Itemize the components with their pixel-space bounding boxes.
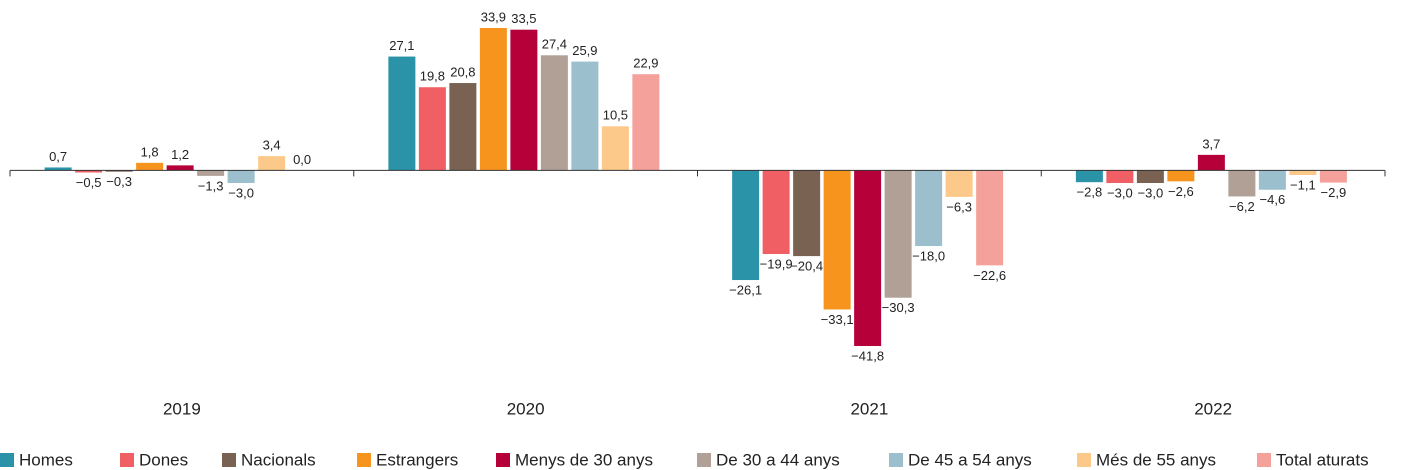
bar xyxy=(1228,170,1256,197)
bar xyxy=(197,170,225,176)
bar xyxy=(75,170,103,173)
value-label: 10,5 xyxy=(603,108,628,123)
bar xyxy=(227,170,255,184)
bar xyxy=(632,74,660,171)
value-label: 27,4 xyxy=(542,37,567,52)
value-label: 27,1 xyxy=(389,38,414,53)
x-tick-label: 2020 xyxy=(507,399,545,418)
bar xyxy=(571,61,599,171)
legend-swatch xyxy=(697,453,711,467)
value-label: −2,8 xyxy=(1077,185,1103,200)
legend-label: Menys de 30 anys xyxy=(515,450,653,469)
bar xyxy=(510,29,538,171)
value-label: 33,5 xyxy=(511,11,536,26)
legend-swatch xyxy=(496,453,510,467)
value-label: 1,8 xyxy=(141,144,159,159)
bar xyxy=(601,126,629,171)
bar xyxy=(449,83,477,171)
legend-label: Homes xyxy=(19,450,73,469)
value-label: −1,1 xyxy=(1290,177,1316,192)
legend-label: Més de 55 anys xyxy=(1096,450,1216,469)
value-label: −6,3 xyxy=(946,199,972,214)
legend-label: Total aturats xyxy=(1276,450,1369,469)
value-label: −33,1 xyxy=(821,312,854,327)
value-label: −0,3 xyxy=(106,174,132,189)
value-label: −20,4 xyxy=(790,259,823,274)
value-label: −19,9 xyxy=(760,256,793,271)
value-label: −26,1 xyxy=(729,282,762,297)
bar xyxy=(540,55,568,171)
value-label: 20,8 xyxy=(450,64,475,79)
value-label: 0,7 xyxy=(49,149,67,164)
value-label: 22,9 xyxy=(633,56,658,71)
value-label: −18,0 xyxy=(912,248,945,263)
bar xyxy=(1106,170,1134,184)
value-label: −22,6 xyxy=(973,268,1006,283)
value-label: −41,8 xyxy=(851,348,884,363)
value-label: 1,2 xyxy=(171,147,189,162)
value-label: 19,8 xyxy=(420,69,445,84)
legend-swatch xyxy=(357,453,371,467)
value-label: 3,7 xyxy=(1202,136,1220,151)
bar xyxy=(105,170,133,172)
value-label: 0,0 xyxy=(293,152,311,167)
bar xyxy=(258,156,286,171)
x-tick-label: 2022 xyxy=(1194,399,1232,418)
value-label: −3,0 xyxy=(1107,185,1133,200)
x-tick-label: 2021 xyxy=(850,399,888,418)
bar xyxy=(136,162,164,171)
bar xyxy=(1289,170,1317,176)
bar xyxy=(915,170,943,247)
bar xyxy=(854,170,882,346)
value-label: 25,9 xyxy=(572,43,597,58)
bar xyxy=(388,56,416,171)
bar xyxy=(884,170,912,298)
legend-swatch xyxy=(0,453,14,467)
bar xyxy=(1167,170,1195,182)
legend-swatch xyxy=(1077,453,1091,467)
value-label: −3,0 xyxy=(228,185,254,200)
value-label: −2,9 xyxy=(1321,185,1347,200)
bar xyxy=(44,167,72,171)
value-label: −4,6 xyxy=(1260,192,1286,207)
value-label: −3,0 xyxy=(1138,185,1164,200)
legend-label: Dones xyxy=(139,450,188,469)
bar xyxy=(732,170,760,281)
x-tick-label: 2019 xyxy=(163,399,201,418)
bar xyxy=(418,87,446,171)
legend-swatch xyxy=(889,453,903,467)
value-label: −1,3 xyxy=(198,178,224,193)
value-label: 3,4 xyxy=(263,138,281,153)
bar xyxy=(1258,170,1286,190)
value-label: −30,3 xyxy=(882,300,915,315)
legend-label: De 30 a 44 anys xyxy=(716,450,840,469)
legend-label: De 45 a 54 anys xyxy=(908,450,1032,469)
bar xyxy=(479,28,507,171)
legend-swatch xyxy=(1257,453,1271,467)
legend-swatch xyxy=(222,453,236,467)
bar xyxy=(762,170,790,255)
bar xyxy=(1197,154,1225,171)
bar xyxy=(945,170,973,197)
legend-swatch xyxy=(120,453,134,467)
value-label: −2,6 xyxy=(1168,184,1194,199)
bar xyxy=(166,165,194,171)
legend-label: Nacionals xyxy=(241,450,316,469)
value-label: 33,9 xyxy=(481,9,506,24)
bar xyxy=(1075,170,1103,183)
bar xyxy=(976,170,1004,266)
bar xyxy=(823,170,851,310)
bar xyxy=(1319,170,1347,183)
value-label: −0,5 xyxy=(76,175,102,190)
bar xyxy=(793,170,821,257)
legend-label: Estrangers xyxy=(376,450,458,469)
bar xyxy=(1136,170,1164,184)
value-label: −6,2 xyxy=(1229,199,1255,214)
